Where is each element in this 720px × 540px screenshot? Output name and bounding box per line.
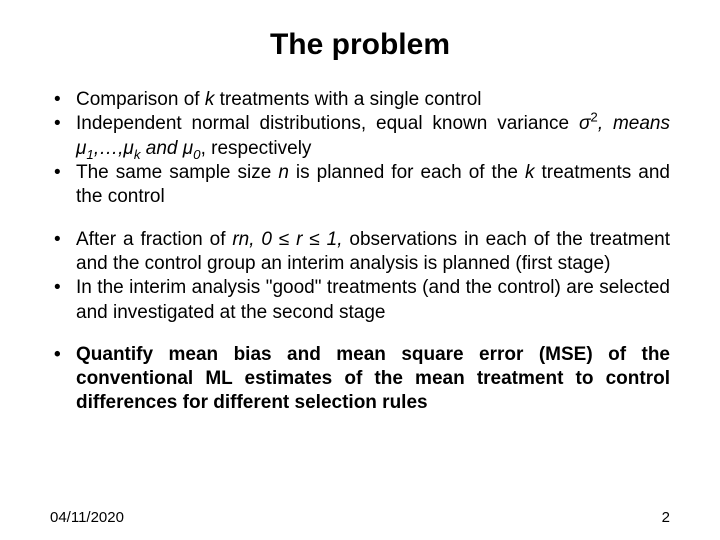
- text: In the interim analysis "good" treatment…: [76, 277, 670, 322]
- var-mu: μ: [183, 138, 193, 159]
- text: , means: [598, 113, 670, 134]
- bullet-3: The same sample size n is planned for ea…: [50, 161, 670, 210]
- footer-page-number: 2: [662, 509, 670, 526]
- bullet-group-3: Quantify mean bias and mean square error…: [50, 343, 670, 416]
- text: Independent normal distributions, equal …: [76, 113, 579, 134]
- bullet-1: Comparison of k treatments with a single…: [50, 88, 670, 112]
- text: , respectively: [201, 138, 312, 159]
- var-mu: μ: [123, 138, 133, 159]
- sub-0: 0: [193, 146, 200, 161]
- var-sigma: σ: [579, 113, 590, 134]
- text: treatments with a single control: [214, 89, 481, 110]
- text: The same sample size: [76, 162, 278, 183]
- text: After a fraction of: [76, 229, 232, 250]
- sub-1: 1: [86, 146, 93, 161]
- bullet-group-2: After a fraction of rn, 0 ≤ r ≤ 1, obser…: [50, 228, 670, 325]
- bullet-group-1: Comparison of k treatments with a single…: [50, 88, 670, 210]
- text: is planned for each of the: [289, 162, 525, 183]
- text: Comparison of: [76, 89, 205, 110]
- text: and: [140, 138, 182, 159]
- footer: 04/11/2020 2: [0, 509, 720, 526]
- bullet-6: Quantify mean bias and mean square error…: [50, 343, 670, 416]
- var-mu: μ: [76, 138, 86, 159]
- sup-2: 2: [590, 110, 597, 125]
- var-rn: rn, 0 ≤ r ≤ 1,: [232, 229, 342, 250]
- text: ,…,: [94, 138, 124, 159]
- var-k: k: [205, 89, 215, 110]
- bullet-5: In the interim analysis "good" treatment…: [50, 276, 670, 325]
- text: Quantify mean bias and mean square error…: [76, 344, 670, 414]
- slide-title: The problem: [50, 28, 670, 62]
- slide: The problem Comparison of k treatments w…: [0, 0, 720, 540]
- bullet-2: Independent normal distributions, equal …: [50, 112, 670, 161]
- var-n: n: [278, 162, 289, 183]
- footer-date: 04/11/2020: [50, 509, 124, 526]
- bullet-4: After a fraction of rn, 0 ≤ r ≤ 1, obser…: [50, 228, 670, 277]
